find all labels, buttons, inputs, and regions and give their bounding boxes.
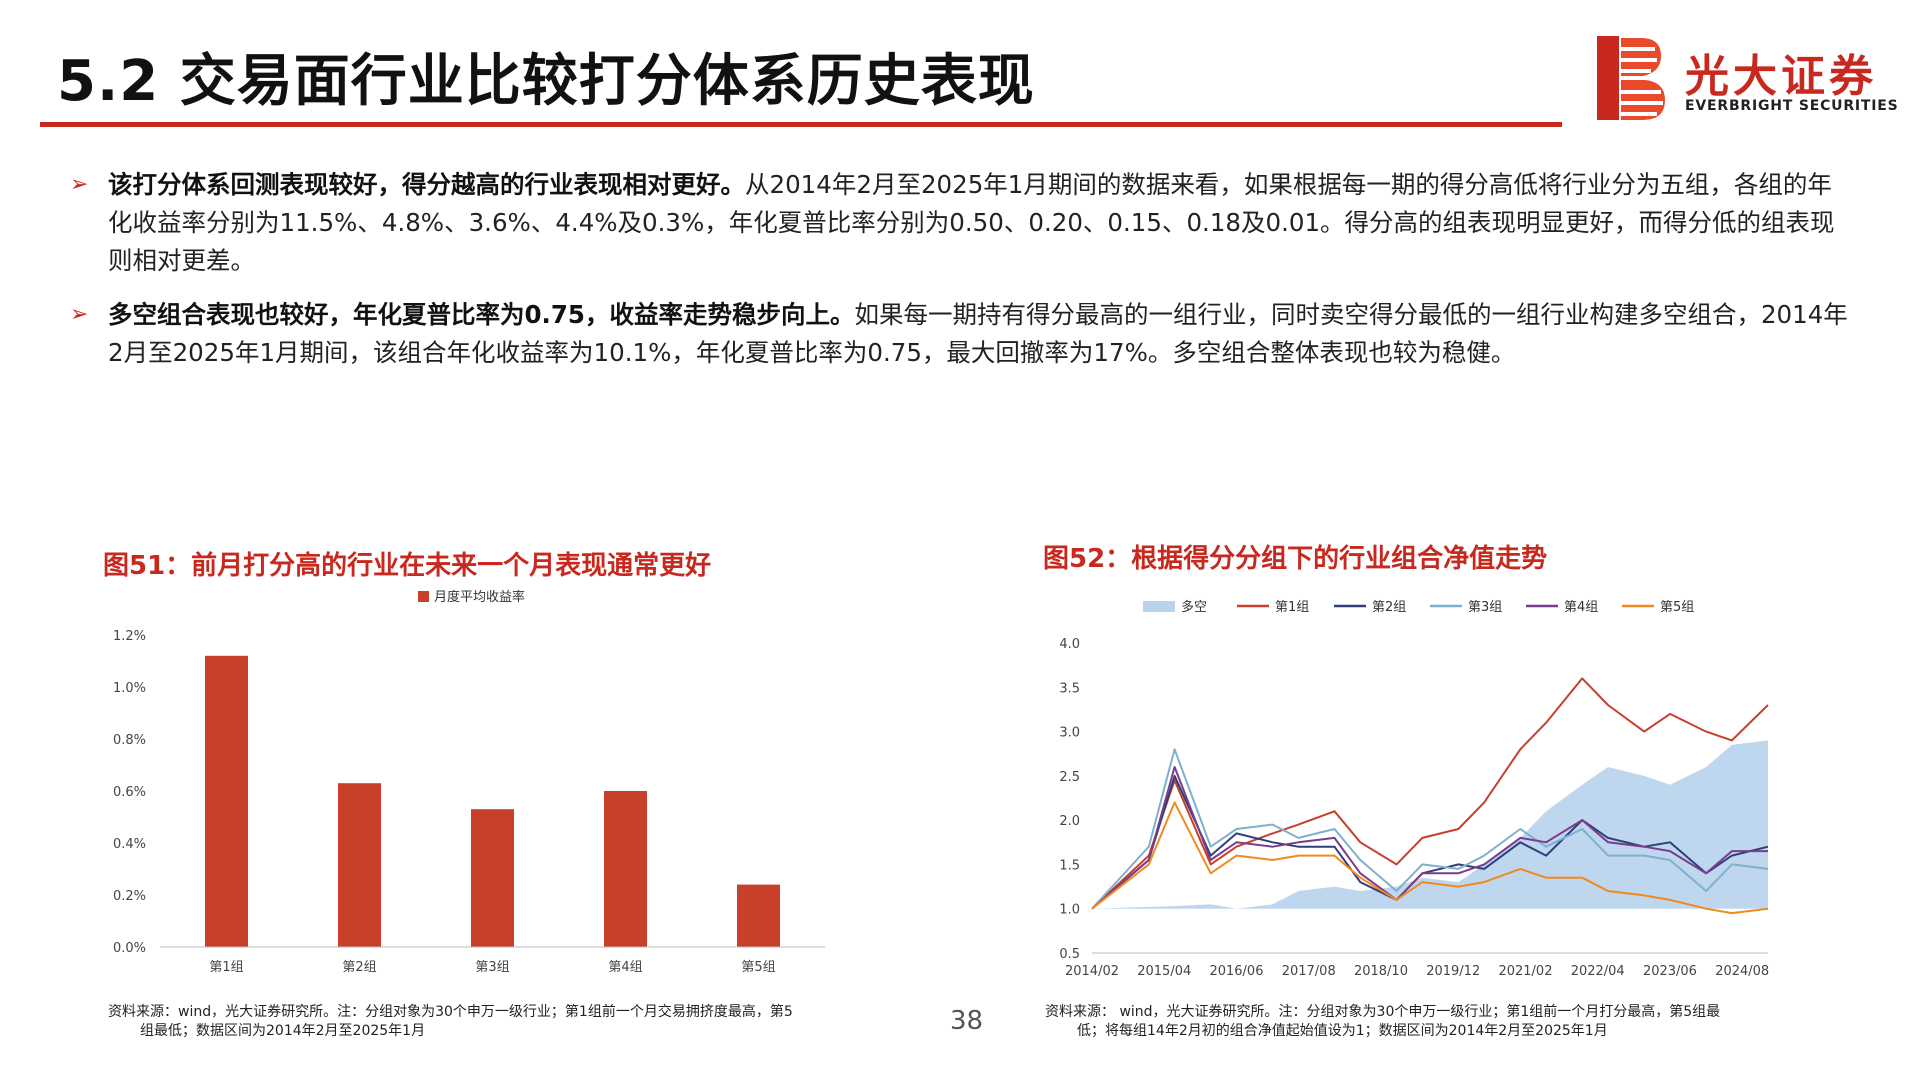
legend-swatch — [1143, 601, 1175, 612]
y-tick-label: 0.6% — [113, 785, 146, 800]
figure1-source-line: 资料来源：wind，光大证券研究所。注：分组对象为30个申万一级行业；第1组前一… — [108, 1004, 793, 1020]
page-title: 5.2 交易面行业比较打分体系历史表现 — [57, 49, 1035, 114]
y-tick-label: 1.0 — [1059, 903, 1080, 918]
legend-label: 月度平均收益率 — [434, 589, 525, 605]
legend-label: 第1组 — [1275, 600, 1309, 615]
bar — [205, 655, 248, 947]
legend-swatch — [418, 591, 429, 602]
line-series-第1组 — [1091, 677, 1769, 910]
figure1-source-line: 组最低；数据区间为2014年2月至2025年1月 — [140, 1023, 426, 1039]
legend-label: 第4组 — [1564, 600, 1598, 615]
x-tick-label: 第2组 — [342, 960, 376, 975]
y-tick-label: 0.2% — [113, 889, 146, 904]
arrow-bullet-icon: ➢ — [70, 302, 89, 327]
x-tick-label: 第4组 — [608, 960, 642, 975]
y-tick-label: 0.5 — [1059, 947, 1080, 962]
logo-english-name: EVERBRIGHT SECURITIES — [1685, 98, 1899, 114]
area-series-多空 — [1092, 740, 1768, 909]
figure1-title: 图51：前月打分高的行业在未来一个月表现通常更好 — [103, 551, 712, 581]
legend-label: 第5组 — [1660, 600, 1694, 615]
line-series-第2组 — [1091, 774, 1769, 910]
bullet-headline: 该打分体系回测表现较好，得分越高的行业表现相对更好。 — [108, 170, 745, 199]
line-series-第3组 — [1091, 748, 1769, 910]
y-tick-label: 0.4% — [113, 837, 146, 852]
bullet-body: 如果每一期持有得分最高的一组行业，同时卖空得分最低的一组行业构建多空组合，201… — [108, 300, 1848, 367]
y-tick-label: 1.5 — [1059, 858, 1080, 873]
x-tick-label: 2022/04 — [1571, 964, 1625, 979]
figure1-source: 资料来源：wind，光大证券研究所。注：分组对象为30个申万一级行业；第1组前一… — [108, 1003, 793, 1041]
bar — [737, 884, 780, 947]
y-tick-label: 4.0 — [1059, 637, 1080, 652]
y-tick-label: 0.0% — [113, 941, 146, 956]
line-chart: 多空 第1组 第2组 第3组 第4组 第5组 0.5 1.0 1.5 2.0 2.5 3.0 3.5 4… — [1059, 599, 1769, 979]
legend-label: 第3组 — [1468, 600, 1502, 615]
y-tick-label: 0.8% — [113, 733, 146, 748]
bar-chart: 月度平均收益率 0.0% 0.2% 0.4% 0.6% 0.8% 1.0% 1.2% 第1组… — [113, 589, 825, 975]
title-divider — [40, 122, 1562, 127]
y-tick-label: 2.5 — [1059, 770, 1080, 785]
y-tick-label: 1.2% — [113, 629, 146, 644]
x-tick-label: 2023/06 — [1643, 964, 1697, 979]
x-tick-label: 2015/04 — [1137, 964, 1191, 979]
figure2-source-line: 低；将每组14年2月初的组合净值起始值设为1；数据区间为2014年2月至2025… — [1077, 1023, 1608, 1039]
legend-label: 多空 — [1181, 599, 1207, 615]
brand-logo: 光大证券 EVERBRIGHT SECURITIES — [1597, 36, 1907, 126]
bullet-headline: 多空组合表现也较好，年化夏普比率为0.75，收益率走势稳步向上。 — [108, 300, 855, 329]
logo-chinese-name: 光大证券 — [1685, 51, 1877, 102]
x-tick-label: 2014/02 — [1065, 964, 1119, 979]
line-series-第5组 — [1091, 801, 1769, 915]
x-tick-label: 2024/08 — [1715, 964, 1769, 979]
arrow-bullet-icon: ➢ — [70, 172, 89, 197]
figure2-source: 资料来源： wind，光大证券研究所。注：分组对象为30个申万一级行业；第1组前… — [1045, 1003, 1720, 1041]
y-tick-label: 3.0 — [1059, 726, 1080, 741]
figure2-title: 图52：根据得分分组下的行业组合净值走势 — [1043, 544, 1548, 574]
bar — [338, 783, 381, 947]
y-tick-label: 2.0 — [1059, 814, 1080, 829]
x-tick-label: 2016/06 — [1209, 964, 1263, 979]
legend-label: 第2组 — [1372, 600, 1406, 615]
bar — [471, 809, 514, 947]
x-tick-label: 第3组 — [475, 960, 509, 975]
page-number: 38 — [950, 1006, 984, 1036]
figure2-source-line: 资料来源： wind，光大证券研究所。注：分组对象为30个申万一级行业；第1组前… — [1045, 1004, 1721, 1020]
bullet-item: ➢ 该打分体系回测表现较好，得分越高的行业表现相对更好。从2014年2月至202… — [70, 166, 1850, 280]
bullet-item: ➢ 多空组合表现也较好，年化夏普比率为0.75，收益率走势稳步向上。如果每一期持… — [70, 296, 1850, 372]
everbright-logo-icon — [1597, 36, 1665, 120]
x-tick-label: 第1组 — [209, 960, 243, 975]
x-tick-label: 第5组 — [741, 960, 775, 975]
bar — [604, 791, 647, 947]
bullet-list: ➢ 该打分体系回测表现较好，得分越高的行业表现相对更好。从2014年2月至202… — [70, 166, 1850, 388]
line-series-第4组 — [1091, 766, 1768, 910]
x-tick-label: 2019/12 — [1426, 964, 1480, 979]
x-tick-label: 2018/10 — [1354, 964, 1408, 979]
x-tick-label: 2021/02 — [1498, 964, 1552, 979]
x-tick-label: 2017/08 — [1282, 964, 1336, 979]
y-tick-label: 1.0% — [113, 681, 146, 696]
y-tick-label: 3.5 — [1059, 681, 1080, 696]
bullet-body: 从2014年2月至2025年1月期间的数据来看，如果根据每一期的得分高低将行业分… — [108, 170, 1835, 275]
